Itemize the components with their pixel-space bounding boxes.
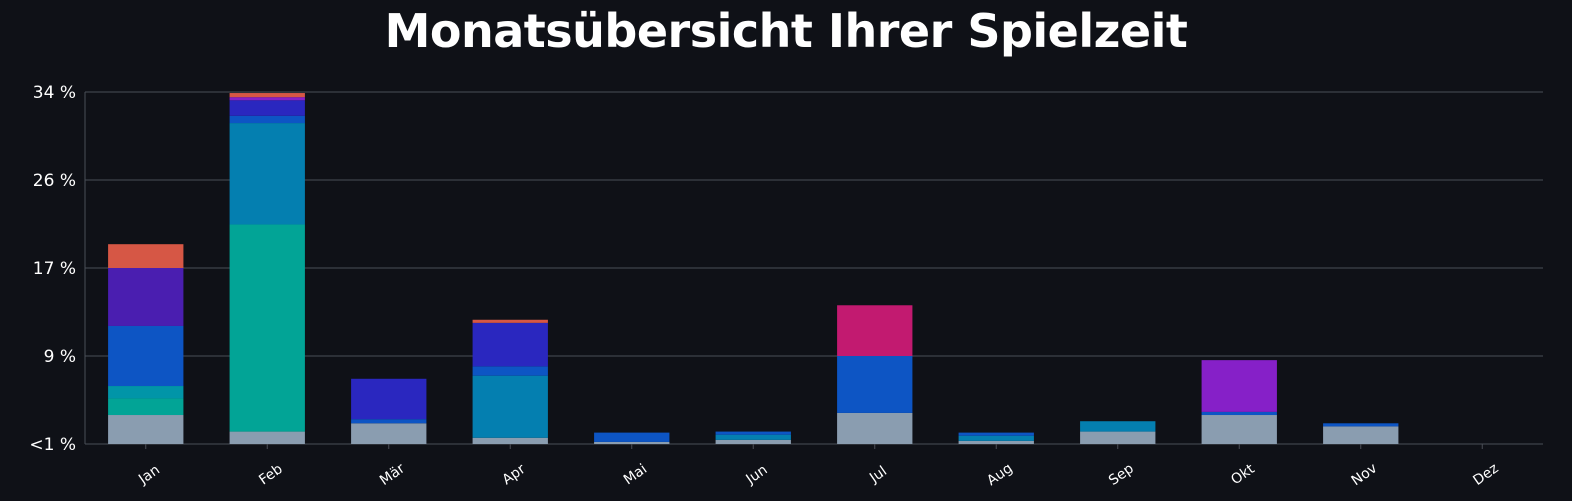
bar-segment-jan-s2[interactable] <box>108 386 184 399</box>
bar-segment-jul-s4[interactable] <box>837 356 913 413</box>
y-tick-label: 17 % <box>33 259 76 279</box>
bar-segment-feb-s7[interactable] <box>229 97 305 101</box>
bar-segment-mai-s0[interactable] <box>594 441 670 444</box>
bar-segment-jan-s0[interactable] <box>108 415 184 444</box>
bar-segment-aug-s0[interactable] <box>958 440 1034 444</box>
bar-segment-jan-s1[interactable] <box>108 398 184 416</box>
x-tick-label: Jul <box>866 463 890 486</box>
bar-segment-jul-s8[interactable] <box>837 305 913 356</box>
bar-segment-jun-s3[interactable] <box>715 434 791 440</box>
bar-segment-feb-s9[interactable] <box>229 93 305 98</box>
bar-segment-sep-s3[interactable] <box>1080 421 1156 432</box>
bar-segment-sep-s0[interactable] <box>1080 431 1156 444</box>
bar-segment-jan-s4[interactable] <box>108 325 184 387</box>
bar-segment-okt-s7[interactable] <box>1201 360 1277 412</box>
bar-segment-feb-s5[interactable] <box>229 100 305 116</box>
bar-segment-apr-s3[interactable] <box>472 375 548 438</box>
bar-segment-apr-s0[interactable] <box>472 437 548 444</box>
bar-segment-mär-s5[interactable] <box>351 378 427 420</box>
x-tick-label: Jan <box>135 462 163 488</box>
bar-segment-nov-s4[interactable] <box>1323 423 1399 427</box>
bar-segment-apr-s5[interactable] <box>472 322 548 367</box>
x-tick-label: Apr <box>499 461 528 488</box>
y-tick-label: <1 % <box>29 435 76 455</box>
bar-segment-jan-s6[interactable] <box>108 268 184 326</box>
y-tick-label: 34 % <box>33 83 76 103</box>
bar-segment-jun-s0[interactable] <box>715 439 791 444</box>
bar-segment-feb-s3[interactable] <box>229 123 305 225</box>
x-tick-label: Jun <box>743 462 771 488</box>
bar-segment-feb-s1[interactable] <box>229 224 305 432</box>
y-tick-label: 26 % <box>33 171 76 191</box>
x-tick-label: Sep <box>1106 461 1137 489</box>
bar-segment-mai-s4[interactable] <box>594 432 670 442</box>
bar-segment-jun-s4[interactable] <box>715 431 791 435</box>
bar-segment-feb-s4[interactable] <box>229 115 305 124</box>
bar-segment-aug-s3[interactable] <box>958 435 1034 441</box>
bar-segment-nov-s0[interactable] <box>1323 426 1399 444</box>
bar-segment-jul-s0[interactable] <box>837 412 913 444</box>
chart-title: Monatsübersicht Ihrer Spielzeit <box>384 4 1188 58</box>
x-tick-label: Mär <box>377 460 408 488</box>
bar-segment-apr-s4[interactable] <box>472 366 548 376</box>
bar-segment-feb-s0[interactable] <box>229 431 305 444</box>
y-tick-label: 9 % <box>44 347 76 367</box>
x-tick-label: Feb <box>256 461 286 488</box>
x-tick-label: Mai <box>621 461 650 488</box>
x-tick-label: Aug <box>984 460 1016 489</box>
x-tick-label: Nov <box>1349 460 1381 489</box>
bar-segment-okt-s4[interactable] <box>1201 411 1277 416</box>
bar-segment-jan-s9[interactable] <box>108 244 184 268</box>
bar-segment-apr-s9[interactable] <box>472 319 548 323</box>
x-tick-label: Dez <box>1470 460 1501 488</box>
bar-segment-okt-s0[interactable] <box>1201 415 1277 444</box>
bar-segment-aug-s4[interactable] <box>958 432 1034 436</box>
bar-segment-mär-s0[interactable] <box>351 423 427 444</box>
x-tick-label: Okt <box>1228 461 1258 489</box>
bar-segment-mär-s4[interactable] <box>351 419 427 424</box>
